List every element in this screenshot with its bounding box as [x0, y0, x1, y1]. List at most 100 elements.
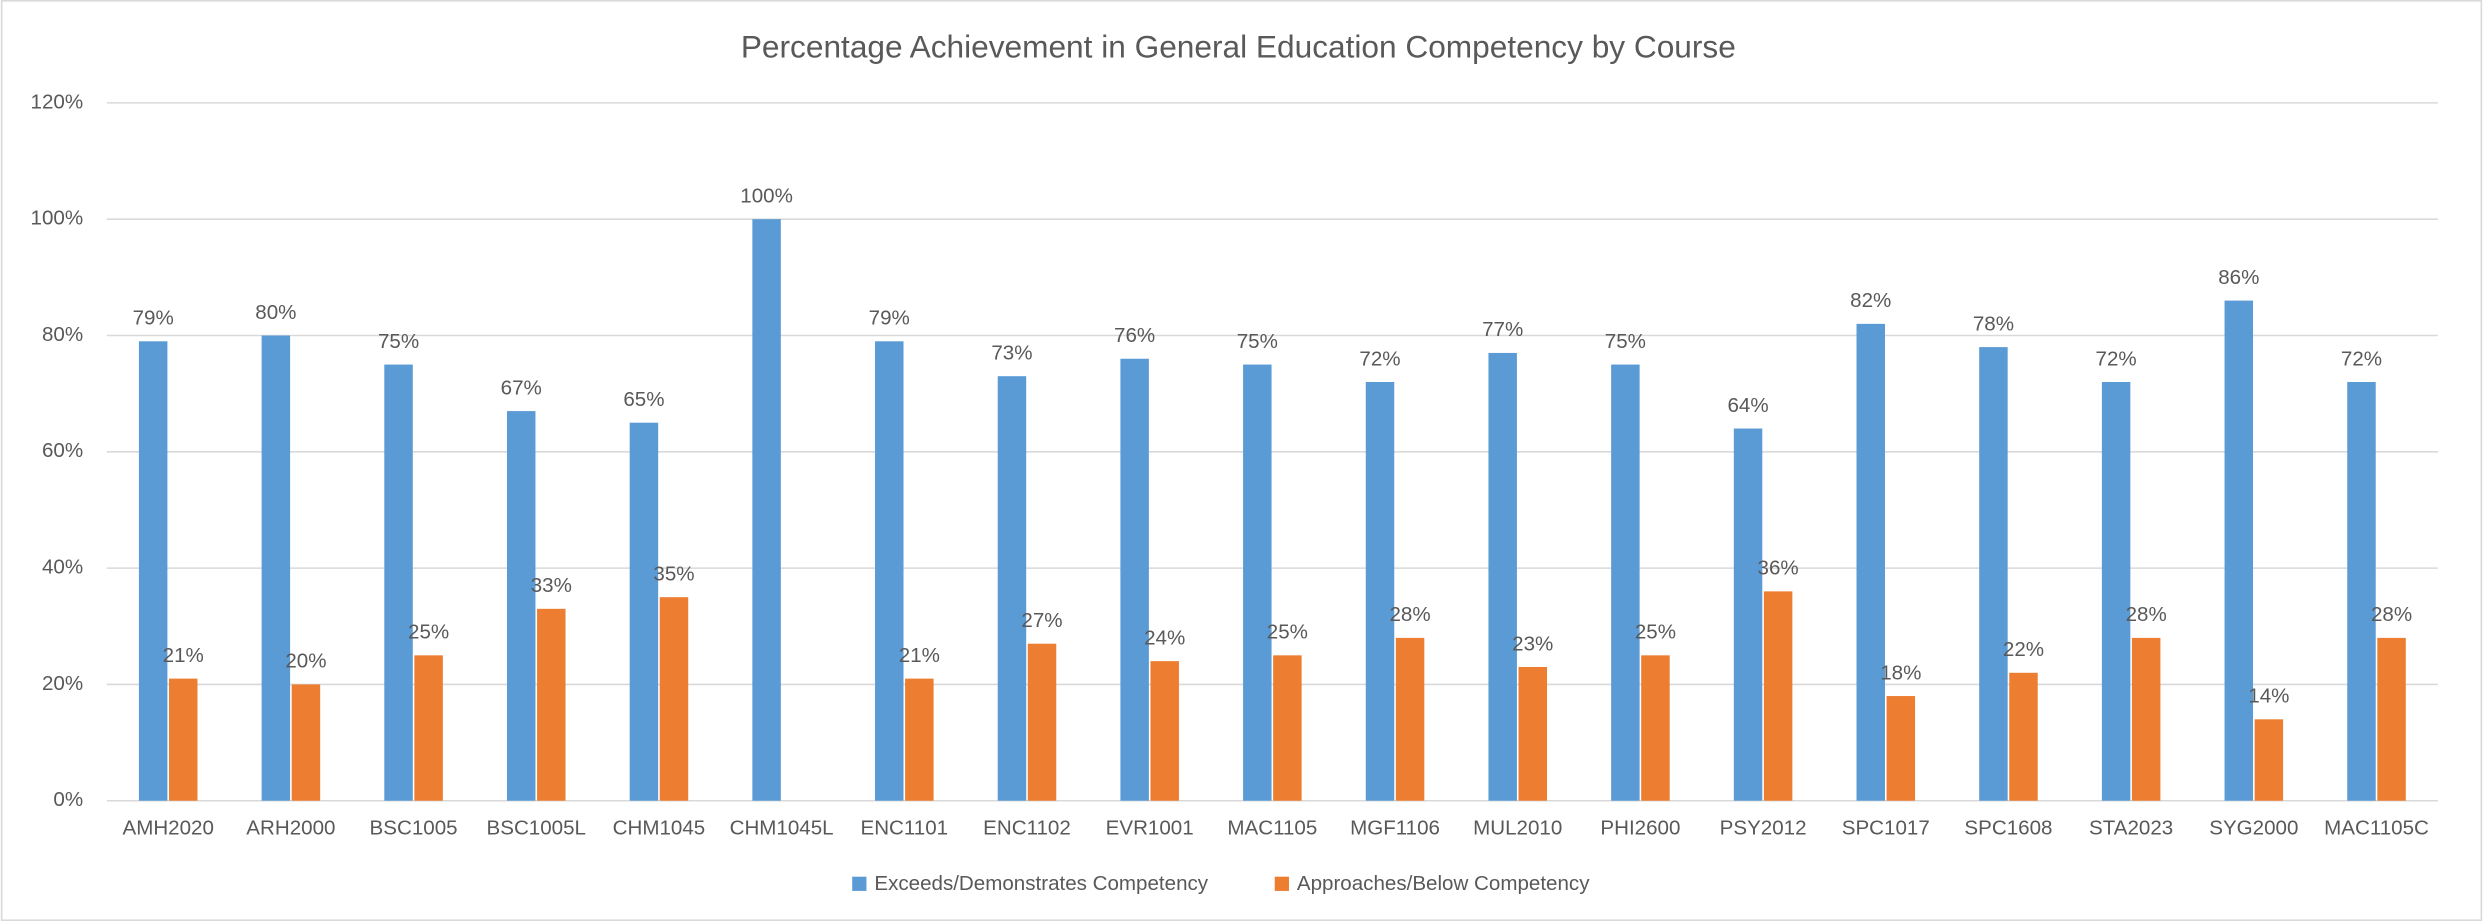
legend-swatch [1274, 876, 1289, 891]
data-label: 21% [163, 644, 204, 667]
data-label: 28% [2126, 603, 2167, 626]
x-tick-label: CHM1045L [730, 817, 834, 840]
data-label: 67% [501, 376, 542, 399]
bar [1395, 637, 1425, 801]
bar [1518, 666, 1548, 801]
data-label: 72% [1359, 347, 1400, 370]
data-label: 73% [991, 341, 1032, 364]
data-label: 25% [408, 621, 449, 644]
bar [2254, 719, 2284, 801]
y-tick-label: 20% [42, 672, 83, 695]
data-label: 80% [255, 301, 296, 324]
y-tick-label: 80% [42, 323, 83, 346]
x-tick-label: ENC1101 [860, 817, 948, 840]
bar [659, 597, 689, 801]
x-tick-label: SPC1017 [1842, 817, 1930, 840]
data-label: 78% [1973, 312, 2014, 335]
data-label: 79% [869, 307, 910, 330]
bar [1273, 655, 1302, 801]
x-tick-label: PSY2012 [1720, 817, 1807, 840]
data-label: 20% [285, 650, 326, 673]
bar [1243, 364, 1272, 801]
data-label: 25% [1635, 621, 1676, 644]
bar [506, 411, 536, 801]
bar [875, 341, 904, 801]
bar [384, 364, 413, 801]
bar [2101, 382, 2131, 801]
data-label: 82% [1850, 289, 1891, 312]
bar [414, 655, 443, 801]
bar [1733, 428, 1763, 801]
data-label: 77% [1482, 318, 1523, 341]
bar [1641, 655, 1670, 801]
data-label: 75% [1237, 330, 1278, 353]
data-label: 22% [2003, 638, 2044, 661]
x-tick-label: STA2023 [2089, 817, 2173, 840]
data-label: 86% [2218, 266, 2259, 289]
data-label: 75% [378, 330, 419, 353]
data-label: 28% [2371, 603, 2412, 626]
x-tick-label: MAC1105 [1227, 817, 1317, 840]
legend-swatch [852, 876, 867, 891]
data-label: 65% [623, 388, 664, 411]
bar [1856, 323, 1885, 801]
x-tick-label: CHM1045 [613, 817, 706, 840]
x-tick-label: EVR1001 [1106, 817, 1194, 840]
legend-label: Approaches/Below Competency [1297, 872, 1590, 895]
bar [752, 219, 781, 801]
bar [2347, 382, 2376, 801]
bar [2224, 300, 2254, 801]
data-label: 21% [899, 644, 940, 667]
data-label: 75% [1605, 330, 1646, 353]
data-label: 76% [1114, 324, 1155, 347]
bar [1763, 591, 1793, 801]
data-label: 100% [740, 184, 793, 207]
x-tick-label: BSC1005 [370, 817, 458, 840]
bar [1027, 643, 1057, 801]
bar [168, 678, 198, 801]
bar [1120, 358, 1149, 801]
chart-title: Percentage Achievement in General Educat… [741, 28, 1736, 64]
data-label: 27% [1021, 609, 1062, 632]
bar [1886, 696, 1916, 801]
data-label: 24% [1144, 626, 1185, 649]
bar [291, 684, 321, 801]
data-label: 28% [1389, 603, 1430, 626]
x-tick-label: BSC1005L [487, 817, 586, 840]
x-tick-label: MUL2010 [1473, 817, 1562, 840]
data-label: 35% [653, 562, 694, 585]
bar [2131, 637, 2161, 801]
bar [138, 341, 168, 801]
bar [261, 335, 291, 801]
data-label: 18% [1880, 661, 1921, 684]
bar [905, 678, 934, 801]
data-label: 64% [1727, 394, 1768, 417]
x-tick-label: SYG2000 [2209, 817, 2298, 840]
y-tick-label: 60% [42, 439, 83, 462]
x-tick-label: ENC1102 [983, 817, 1071, 840]
x-tick-label: MAC1105C [2324, 817, 2429, 840]
y-tick-label: 0% [53, 788, 83, 811]
bar [2009, 672, 2038, 801]
x-tick-label: SPC1608 [1964, 817, 2052, 840]
y-tick-label: 100% [31, 207, 84, 230]
data-label: 79% [133, 307, 174, 330]
bar [2377, 637, 2406, 801]
x-tick-label: PHI2600 [1600, 817, 1680, 840]
data-label: 14% [2248, 685, 2289, 708]
bar [1150, 661, 1179, 801]
bar [1611, 364, 1640, 801]
bar [1365, 382, 1395, 801]
x-tick-label: ARH2000 [246, 817, 335, 840]
data-label: 23% [1512, 632, 1553, 655]
data-label: 33% [531, 574, 572, 597]
bar [997, 376, 1027, 801]
bar [537, 608, 566, 801]
data-label: 25% [1267, 621, 1308, 644]
data-label: 36% [1758, 557, 1799, 580]
y-tick-label: 120% [31, 90, 84, 113]
bar [629, 422, 659, 801]
x-tick-label: AMH2020 [122, 817, 213, 840]
bar [1488, 352, 1517, 801]
